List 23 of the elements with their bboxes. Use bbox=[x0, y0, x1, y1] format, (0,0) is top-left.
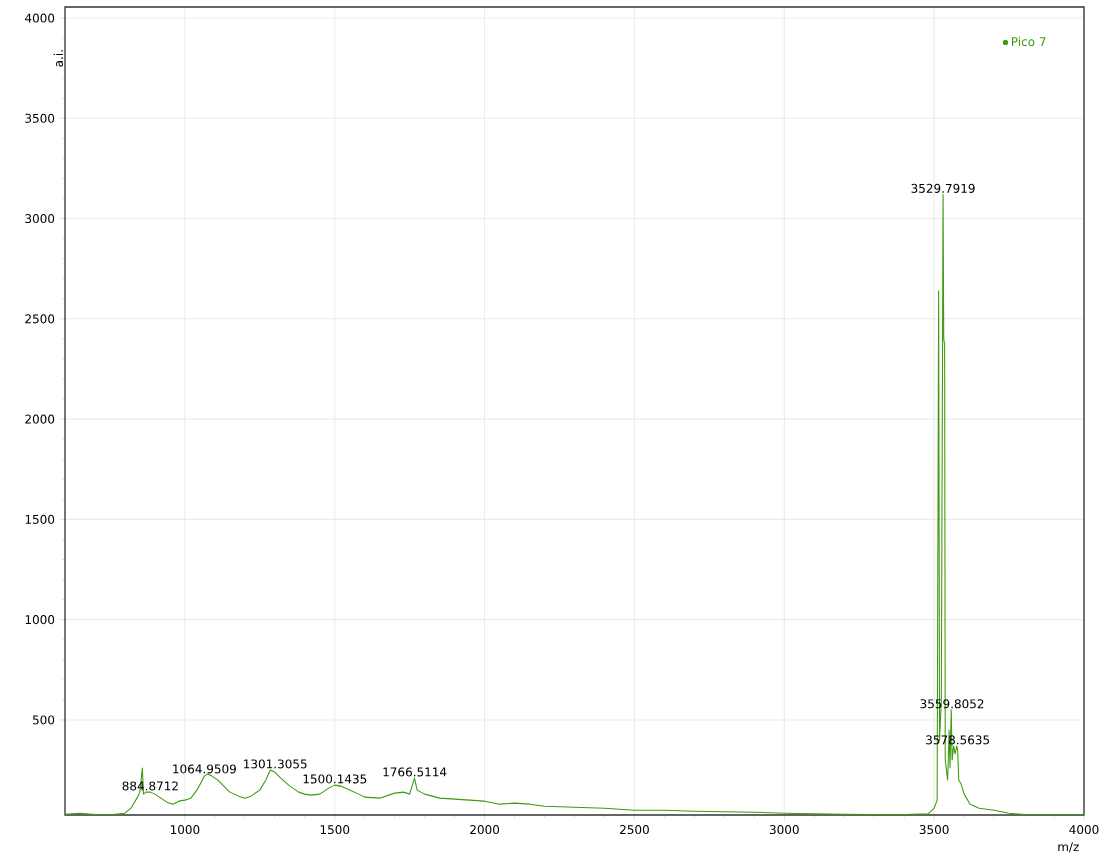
annotation: 3529.7919 bbox=[911, 183, 975, 193]
y-tick-label: 1000 bbox=[25, 615, 55, 625]
annotation: 1301.3055 bbox=[244, 759, 307, 769]
x-tick-label: 2500 bbox=[620, 825, 649, 835]
y-tick-label: 2000 bbox=[25, 414, 55, 424]
y-tick-label: 1500 bbox=[25, 514, 55, 524]
y-tick-label: 3000 bbox=[25, 214, 55, 224]
legend-label: Pico 7 bbox=[1011, 36, 1046, 47]
y-tick-label: 4000 bbox=[25, 13, 55, 23]
annotation: 1500.1435 bbox=[303, 774, 367, 784]
y-tick-label: 3500 bbox=[25, 113, 55, 123]
y-axis-title: a.i. bbox=[53, 50, 63, 67]
annotation: 1064.9509 bbox=[173, 764, 236, 774]
x-tick-label: 1000 bbox=[170, 825, 200, 835]
x-tick-label: 3500 bbox=[919, 825, 949, 835]
y-tick-label: 2500 bbox=[25, 314, 55, 324]
x-tick-label: 4000 bbox=[1069, 825, 1099, 835]
annotation: 1766.5114 bbox=[383, 767, 447, 777]
x-tick-label: 3000 bbox=[769, 825, 799, 835]
x-tick-label: 1500 bbox=[320, 825, 350, 835]
x-tick-label: 2000 bbox=[470, 825, 500, 835]
y-tick-label: 500 bbox=[32, 715, 55, 725]
x-axis-title: m/z bbox=[1058, 842, 1079, 853]
